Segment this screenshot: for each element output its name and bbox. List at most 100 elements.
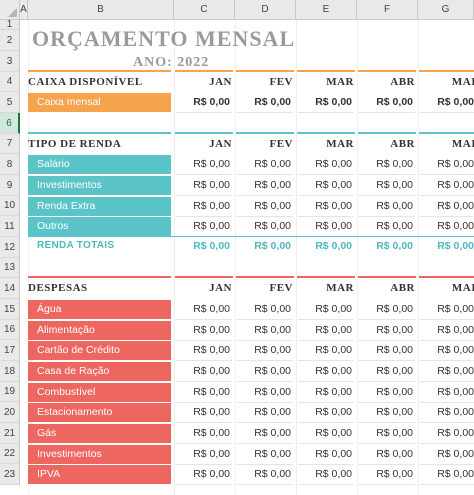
despesas-item-6[interactable]: Estacionamento [28, 403, 171, 422]
row-header-23[interactable]: 23 [0, 464, 20, 485]
row-header-21[interactable]: 21 [0, 423, 20, 444]
renda-value-mar[interactable]: R$ 0,00 [315, 158, 352, 170]
despesas-value-jan[interactable]: R$ 0,00 [193, 448, 230, 460]
caixa-value-abr[interactable]: R$ 0,00 [376, 96, 413, 108]
renda-value-jan[interactable]: R$ 0,00 [193, 158, 230, 170]
despesas-value-fev[interactable]: R$ 0,00 [254, 324, 291, 336]
despesas-value-mai[interactable]: R$ 0,00 [437, 365, 474, 377]
despesas-value-mar[interactable]: R$ 0,00 [315, 324, 352, 336]
renda-value-jan[interactable]: R$ 0,00 [193, 200, 230, 212]
row-header-17[interactable]: 17 [0, 340, 20, 361]
caixa-value-jan[interactable]: R$ 0,00 [193, 96, 230, 108]
despesas-value-jan[interactable]: R$ 0,00 [193, 365, 230, 377]
despesas-value-mar[interactable]: R$ 0,00 [315, 427, 352, 439]
renda-value-abr[interactable]: R$ 0,00 [376, 158, 413, 170]
despesas-value-jan[interactable]: R$ 0,00 [193, 406, 230, 418]
row-header-22[interactable]: 22 [0, 444, 20, 464]
row-header-12[interactable]: 12 [0, 237, 20, 258]
renda-value-jan[interactable]: R$ 0,00 [193, 179, 230, 191]
row-header-11[interactable]: 11 [0, 216, 20, 237]
despesas-value-mai[interactable]: R$ 0,00 [437, 448, 474, 460]
renda-value-mai[interactable]: R$ 0,00 [437, 220, 474, 232]
despesas-item-9[interactable]: IPVA [28, 465, 171, 484]
row-header-2[interactable]: 2 [0, 30, 20, 51]
despesas-value-mai[interactable]: R$ 0,00 [437, 406, 474, 418]
despesas-value-mar[interactable]: R$ 0,00 [315, 406, 352, 418]
despesas-value-mar[interactable]: R$ 0,00 [315, 386, 352, 398]
renda-value-mar[interactable]: R$ 0,00 [315, 179, 352, 191]
row-header-5[interactable]: 5 [0, 92, 20, 113]
despesas-value-fev[interactable]: R$ 0,00 [254, 468, 291, 480]
column-header-g[interactable]: G [418, 0, 474, 20]
despesas-item-3[interactable]: Cartão de Crédito [28, 341, 171, 360]
despesas-value-jan[interactable]: R$ 0,00 [193, 427, 230, 439]
despesas-value-mai[interactable]: R$ 0,00 [437, 303, 474, 315]
row-header-1[interactable]: 1 [0, 19, 20, 30]
renda-value-jan[interactable]: R$ 0,00 [193, 220, 230, 232]
renda-value-mai[interactable]: R$ 0,00 [437, 158, 474, 170]
despesas-value-jan[interactable]: R$ 0,00 [193, 344, 230, 356]
despesas-value-fev[interactable]: R$ 0,00 [254, 344, 291, 356]
renda-total-mai[interactable]: R$ 0,00 [437, 240, 474, 252]
despesas-value-abr[interactable]: R$ 0,00 [376, 324, 413, 336]
caixa-value-mai[interactable]: R$ 0,00 [437, 96, 474, 108]
row-header-18[interactable]: 18 [0, 361, 20, 382]
renda-value-abr[interactable]: R$ 0,00 [376, 220, 413, 232]
row-header-16[interactable]: 16 [0, 320, 20, 340]
renda-value-abr[interactable]: R$ 0,00 [376, 179, 413, 191]
renda-item-1[interactable]: Salário [28, 155, 171, 174]
despesas-item-5[interactable]: Combustível [28, 383, 171, 402]
row-header-4[interactable]: 4 [0, 72, 20, 92]
renda-total-fev[interactable]: R$ 0,00 [254, 240, 291, 252]
caixa-value-mar[interactable]: R$ 0,00 [315, 96, 352, 108]
despesas-value-fev[interactable]: R$ 0,00 [254, 448, 291, 460]
row-header-7[interactable]: 7 [0, 134, 20, 154]
despesas-value-mar[interactable]: R$ 0,00 [315, 365, 352, 377]
column-header-a[interactable]: A [20, 0, 28, 20]
despesas-value-mai[interactable]: R$ 0,00 [437, 468, 474, 480]
despesas-item-8[interactable]: Investimentos [28, 445, 171, 464]
renda-item-4[interactable]: Outros [28, 217, 171, 236]
despesas-value-abr[interactable]: R$ 0,00 [376, 386, 413, 398]
row-header-8[interactable]: 8 [0, 154, 20, 175]
column-header-e[interactable]: E [296, 0, 357, 20]
renda-value-fev[interactable]: R$ 0,00 [254, 179, 291, 191]
despesas-value-mar[interactable]: R$ 0,00 [315, 468, 352, 480]
renda-total-abr[interactable]: R$ 0,00 [376, 240, 413, 252]
despesas-value-fev[interactable]: R$ 0,00 [254, 386, 291, 398]
renda-value-mar[interactable]: R$ 0,00 [315, 200, 352, 212]
renda-item-2[interactable]: Investimentos [28, 176, 171, 195]
renda-value-fev[interactable]: R$ 0,00 [254, 220, 291, 232]
select-all-corner[interactable] [0, 0, 20, 20]
renda-value-mar[interactable]: R$ 0,00 [315, 220, 352, 232]
despesas-item-7[interactable]: Gás [28, 424, 171, 443]
despesas-value-fev[interactable]: R$ 0,00 [254, 365, 291, 377]
despesas-value-jan[interactable]: R$ 0,00 [193, 468, 230, 480]
row-header-13[interactable]: 13 [0, 258, 20, 278]
renda-item-3[interactable]: Renda Extra [28, 197, 171, 216]
despesas-value-abr[interactable]: R$ 0,00 [376, 344, 413, 356]
despesas-value-abr[interactable]: R$ 0,00 [376, 303, 413, 315]
despesas-value-fev[interactable]: R$ 0,00 [254, 427, 291, 439]
despesas-value-abr[interactable]: R$ 0,00 [376, 468, 413, 480]
despesas-value-mai[interactable]: R$ 0,00 [437, 386, 474, 398]
renda-value-fev[interactable]: R$ 0,00 [254, 158, 291, 170]
row-header-3[interactable]: 3 [0, 51, 20, 72]
renda-value-abr[interactable]: R$ 0,00 [376, 200, 413, 212]
caixa-item-1[interactable]: Caixa mensal [28, 93, 171, 112]
despesas-value-mar[interactable]: R$ 0,00 [315, 448, 352, 460]
column-header-b[interactable]: B [28, 0, 174, 20]
row-header-15[interactable]: 15 [0, 299, 20, 320]
despesas-value-abr[interactable]: R$ 0,00 [376, 448, 413, 460]
despesas-value-mai[interactable]: R$ 0,00 [437, 324, 474, 336]
despesas-value-jan[interactable]: R$ 0,00 [193, 303, 230, 315]
despesas-item-1[interactable]: Água [28, 300, 171, 319]
despesas-value-abr[interactable]: R$ 0,00 [376, 406, 413, 418]
despesas-value-fev[interactable]: R$ 0,00 [254, 406, 291, 418]
despesas-value-fev[interactable]: R$ 0,00 [254, 303, 291, 315]
row-header-20[interactable]: 20 [0, 402, 20, 423]
despesas-value-abr[interactable]: R$ 0,00 [376, 365, 413, 377]
row-header-19[interactable]: 19 [0, 382, 20, 402]
despesas-value-jan[interactable]: R$ 0,00 [193, 386, 230, 398]
row-header-6[interactable]: 6 [0, 113, 20, 134]
